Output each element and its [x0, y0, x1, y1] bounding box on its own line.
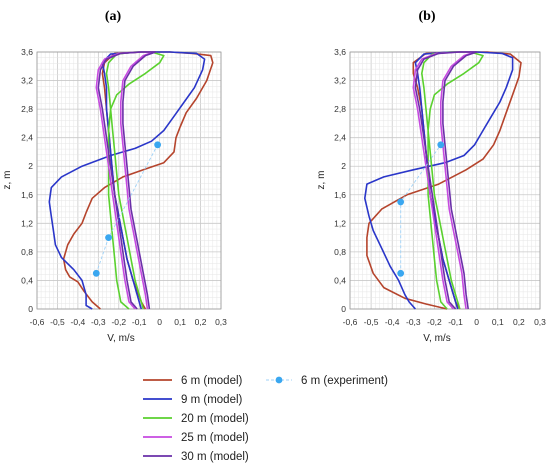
legend-experiment-marker	[275, 376, 283, 384]
series-line-30m-model	[97, 51, 157, 310]
y-tick-label: 3,6	[334, 47, 346, 57]
x-tick-label: -0,6	[343, 317, 358, 327]
y-tick-label: 3,6	[21, 47, 33, 57]
x-tick-label: -0,3	[91, 317, 106, 327]
x-tick-label: -0,2	[427, 317, 442, 327]
grid	[36, 51, 222, 310]
experiment-point	[105, 234, 112, 242]
y-axis-label: z, m	[2, 171, 13, 190]
x-tick-label: 0,1	[492, 317, 504, 327]
y-tick-label: 3,2	[21, 76, 33, 86]
series-line-30m-model	[414, 51, 478, 310]
y-tick-label: 1,6	[21, 190, 33, 200]
chart-panel-b: (b) -0,6 -0,5 -0,4 -0,3 -0,2 -0,1 0 0,1 0,2 0,3 0 0,…	[316, 9, 546, 344]
y-tick-label: 1,2	[21, 218, 33, 228]
legend-item-label: 6 m (model)	[181, 375, 243, 387]
x-tick-label: -0,4	[385, 317, 400, 327]
x-tick-label: 0,3	[534, 317, 546, 327]
x-axis-label: V, m/s	[107, 333, 134, 344]
y-tick-label: 0	[28, 304, 33, 314]
y-tick-label: 0,4	[21, 275, 33, 285]
y-tick-label: 3,2	[334, 76, 346, 86]
x-tick-label: 0,1	[174, 317, 186, 327]
x-tick-label: -0,5	[50, 317, 65, 327]
experiment-point	[397, 198, 405, 206]
x-tick-label: -0,4	[71, 317, 86, 327]
chart-panel-a: (a) -0,6 -0,5 -0,4 -0,3 -0,2 -0,1 0 0,1 0,2 0,3 0 0,…	[2, 9, 227, 344]
x-tick-label: -0,5	[364, 317, 379, 327]
experiment-point	[92, 269, 100, 277]
y-axis-label: z, m	[316, 171, 327, 190]
y-tick-label: 0	[341, 304, 346, 314]
y-tick-label: 2	[28, 161, 33, 171]
y-tick-label: 2,8	[334, 104, 346, 114]
x-tick-label: -0,3	[406, 317, 421, 327]
y-tick-label: 2,4	[21, 133, 33, 143]
y-tick-label: 1,6	[334, 190, 346, 200]
x-tick-label: 0,3	[215, 317, 227, 327]
x-tick-label: -0,1	[132, 317, 147, 327]
x-tick-label: 0	[157, 317, 162, 327]
x-axis-label: V, m/s	[423, 333, 450, 344]
legend: 6 m (model) 9 m (model) 20 m (model) 25 m (…	[143, 375, 388, 463]
panel-label: (b)	[418, 9, 435, 24]
legend-item-label: 30 m (model)	[181, 451, 249, 463]
legend-item-label: 6 m (experiment)	[301, 375, 388, 387]
x-tick-label: 0,2	[195, 317, 207, 327]
y-tick-label: 2,8	[21, 104, 33, 114]
y-tick-label: 0,8	[334, 247, 346, 257]
panel-label: (a)	[105, 9, 122, 24]
y-tick-label: 1,2	[334, 218, 346, 228]
experiment-point	[437, 141, 445, 149]
y-tick-label: 2	[341, 161, 346, 171]
x-tick-label: -0,2	[111, 317, 126, 327]
experiment-point	[154, 141, 162, 149]
y-tick-label: 0,8	[21, 247, 33, 257]
legend-item-label: 25 m (model)	[181, 432, 249, 444]
x-tick-label: -0,1	[448, 317, 463, 327]
x-tick-label: 0	[474, 317, 479, 327]
y-tick-label: 0,4	[334, 275, 346, 285]
x-tick-label: 0,2	[513, 317, 525, 327]
experiment-point	[397, 269, 405, 277]
legend-item-label: 20 m (model)	[181, 413, 249, 425]
x-tick-label: -0,6	[30, 317, 45, 327]
y-tick-label: 2,4	[334, 133, 346, 143]
legend-item-label: 9 m (model)	[181, 394, 243, 406]
